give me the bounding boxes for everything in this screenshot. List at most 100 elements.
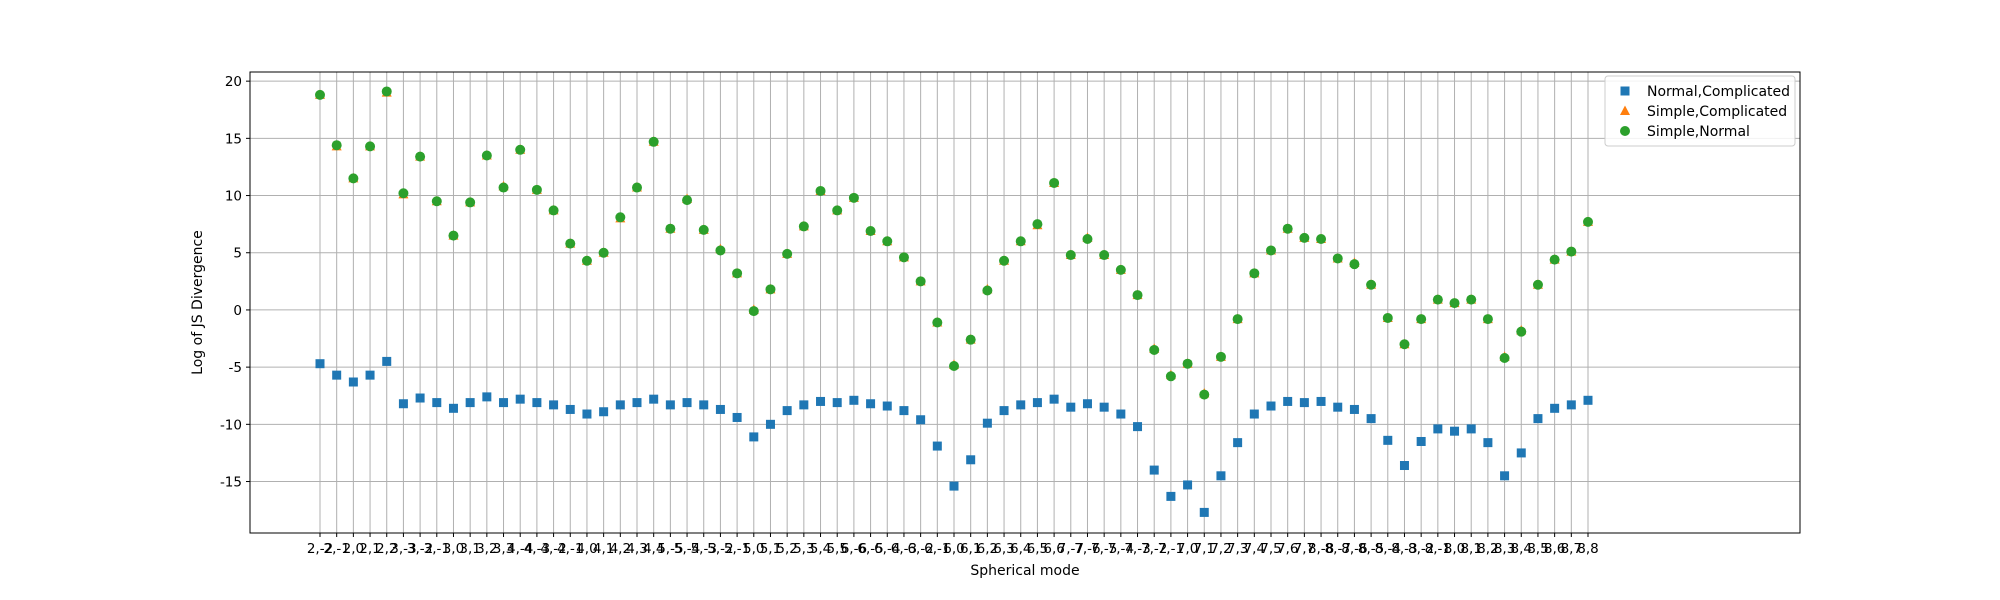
x-tick-label: 4,4 <box>643 541 664 557</box>
point-square <box>1416 436 1426 446</box>
point-circle <box>915 276 926 287</box>
point-circle <box>481 150 492 161</box>
x-tick-label: 5,-4 <box>674 541 700 557</box>
point-square <box>1249 409 1259 419</box>
point-circle <box>982 285 993 296</box>
point-square <box>1399 461 1409 471</box>
x-tick-label: 3,-2 <box>407 541 433 557</box>
point-square <box>882 401 892 411</box>
x-tick-label: 8,-2 <box>1408 541 1434 557</box>
y-tick-label: -10 <box>220 417 242 433</box>
point-circle <box>898 252 909 263</box>
point-circle <box>1532 279 1543 290</box>
x-tick-label: 4,-4 <box>507 541 533 557</box>
point-square <box>1233 438 1243 448</box>
point-circle <box>348 173 359 184</box>
x-tick-label: 4,2 <box>610 541 631 557</box>
x-tick-label: 8,5 <box>1527 541 1548 557</box>
point-square <box>348 377 358 387</box>
x-tick-label: 8,-6 <box>1341 541 1367 557</box>
point-square <box>649 394 659 404</box>
point-square <box>1450 426 1460 436</box>
point-square <box>432 398 442 408</box>
data-points <box>315 86 1593 517</box>
point-circle <box>548 205 559 216</box>
x-tick-label: 6,5 <box>1027 541 1048 557</box>
point-circle <box>1232 314 1243 325</box>
x-tick-label: 3,0 <box>443 541 464 557</box>
point-circle <box>682 195 693 206</box>
point-circle <box>665 223 676 234</box>
point-circle <box>782 248 793 259</box>
x-tick-label: 5,-1 <box>724 541 750 557</box>
point-square <box>415 393 425 403</box>
x-tick-label: 8,8 <box>1577 541 1598 557</box>
point-square <box>1032 398 1042 408</box>
point-square <box>465 398 475 408</box>
x-tick-label: 8,-1 <box>1425 541 1451 557</box>
point-circle <box>431 196 442 207</box>
point-circle <box>1349 259 1360 270</box>
x-tick-label: 7,-1 <box>1158 541 1184 557</box>
point-circle <box>1115 264 1126 275</box>
point-square <box>1183 480 1193 490</box>
x-tick-label: 8,-4 <box>1375 541 1401 557</box>
x-tick-label: 3,-3 <box>390 541 416 557</box>
point-square <box>1266 401 1276 411</box>
x-tick-label: 8,0 <box>1444 541 1465 557</box>
point-circle <box>1049 177 1060 188</box>
x-tick-label: 8,-5 <box>1358 541 1384 557</box>
point-circle <box>1266 245 1276 256</box>
point-circle <box>398 188 409 199</box>
point-square <box>1049 394 1059 404</box>
x-tick-label: 5,4 <box>810 541 831 557</box>
point-square <box>365 370 375 380</box>
point-circle <box>1516 326 1527 337</box>
point-circle <box>1449 298 1460 309</box>
point-circle <box>1482 314 1493 325</box>
point-square <box>1116 409 1126 419</box>
x-tick-label: 4,3 <box>626 541 647 557</box>
x-tick-label: 8,6 <box>1544 541 1565 557</box>
point-square <box>799 400 809 410</box>
y-tick-label: -15 <box>220 475 242 491</box>
x-tick-label: 8,3 <box>1494 541 1515 557</box>
point-square <box>615 400 625 410</box>
point-square <box>315 359 325 369</box>
point-square <box>1016 400 1026 410</box>
point-square <box>599 407 609 417</box>
x-tick-label: 2,0 <box>343 541 364 557</box>
point-square <box>1583 395 1593 405</box>
point-circle <box>1432 294 1443 305</box>
point-square <box>1066 402 1076 412</box>
point-circle <box>1499 352 1510 363</box>
plot-area-frame <box>249 71 1801 534</box>
point-square <box>332 370 342 380</box>
point-circle <box>581 255 592 266</box>
point-square <box>665 400 675 410</box>
point-square <box>932 441 942 451</box>
point-circle <box>1316 234 1327 245</box>
x-tick-label: 6,0 <box>943 541 964 557</box>
point-square <box>1383 435 1393 445</box>
point-circle <box>732 268 743 279</box>
point-square <box>1550 403 1560 413</box>
point-circle <box>498 182 509 193</box>
point-square <box>1316 396 1326 406</box>
point-circle <box>1382 312 1393 323</box>
x-tick-label: 6,1 <box>960 541 981 557</box>
legend-entry: Simple,Complicated <box>1647 104 1787 120</box>
point-square <box>1466 424 1476 434</box>
legend-entry: Normal,Complicated <box>1647 84 1790 100</box>
point-circle <box>1282 223 1293 234</box>
legend-marker <box>1620 105 1630 115</box>
x-tick-label: 4,-3 <box>524 541 550 557</box>
point-circle <box>448 230 459 241</box>
point-circle <box>1366 279 1377 290</box>
point-circle <box>648 136 659 147</box>
x-tick-label: 7,-4 <box>1108 541 1134 557</box>
x-axis-label: Spherical mode <box>970 563 1079 579</box>
legend-box <box>1604 75 1796 147</box>
point-square <box>866 399 876 409</box>
point-circle <box>932 317 943 328</box>
